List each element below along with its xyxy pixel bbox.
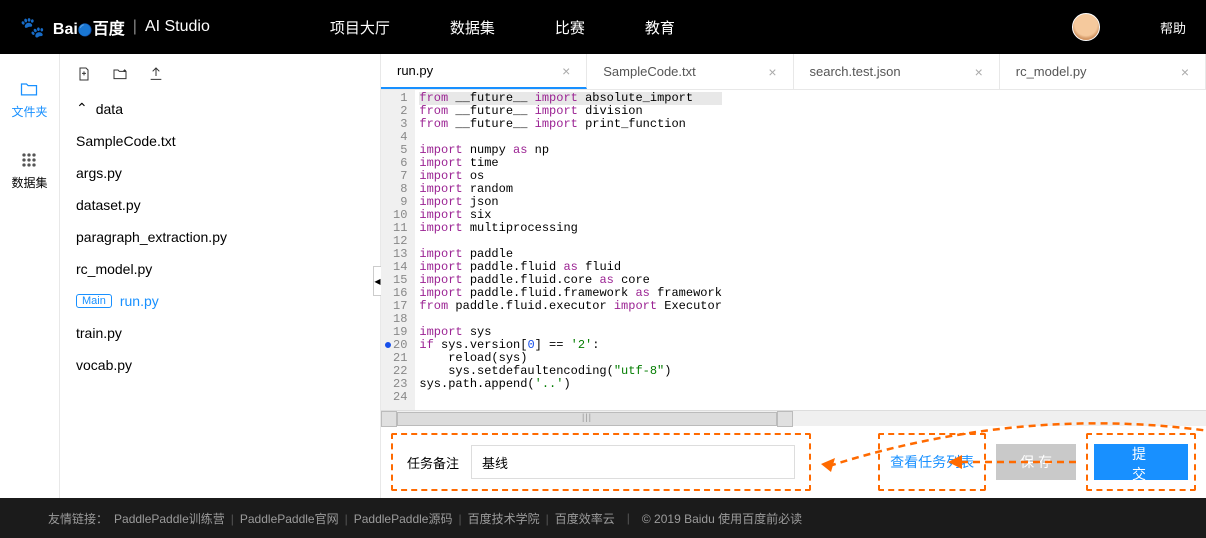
editor-panel: ◀ run.py×SampleCode.txt×search.test.json…: [380, 54, 1206, 498]
footer: 友情链接： PaddlePaddle训练营|PaddlePaddle官网|Pad…: [0, 498, 1206, 538]
help-link[interactable]: 帮助: [1160, 18, 1186, 37]
horizontal-scrollbar[interactable]: [381, 410, 1206, 426]
folder-data[interactable]: ⌃ data: [76, 92, 364, 125]
logo[interactable]: 🐾 Bai🔵百度 | AI Studio: [20, 15, 210, 40]
left-rail: 文件夹 数据集: [0, 54, 60, 498]
save-button[interactable]: 保 存: [996, 444, 1076, 480]
file-SampleCode.txt[interactable]: SampleCode.txt: [76, 125, 364, 157]
chevron-down-icon: ⌃: [76, 100, 88, 117]
file-vocab.py[interactable]: vocab.py: [76, 349, 364, 381]
main-badge: Main: [76, 294, 112, 308]
footer-link[interactable]: PaddlePaddle训练营: [114, 512, 225, 526]
close-icon[interactable]: ×: [975, 64, 983, 80]
nav-competition[interactable]: 比赛: [555, 17, 585, 38]
nav-projects[interactable]: 项目大厅: [330, 17, 390, 38]
submit-button[interactable]: 提 交: [1094, 444, 1188, 480]
baidu-paw-icon: 🐾: [20, 15, 45, 40]
file-rc_model.py[interactable]: rc_model.py: [76, 253, 364, 285]
close-icon[interactable]: ×: [562, 63, 570, 79]
task-remark-label: 任务备注: [407, 453, 459, 472]
folder-icon: [19, 79, 39, 99]
main-nav: 项目大厅 数据集 比赛 教育: [330, 17, 675, 38]
dataset-icon: [19, 150, 39, 170]
footer-link[interactable]: PaddlePaddle源码: [354, 512, 453, 526]
footer-link[interactable]: PaddlePaddle官网: [240, 512, 339, 526]
task-remark-input[interactable]: [471, 445, 795, 479]
user-avatar[interactable]: [1072, 13, 1100, 41]
file-dataset.py[interactable]: dataset.py: [76, 189, 364, 221]
close-icon[interactable]: ×: [768, 64, 776, 80]
new-file-icon[interactable]: [76, 66, 92, 82]
close-icon[interactable]: ×: [1181, 64, 1189, 80]
rail-files[interactable]: 文件夹: [11, 79, 47, 120]
tab-rc_model.py[interactable]: rc_model.py×: [1000, 54, 1206, 89]
nav-datasets[interactable]: 数据集: [450, 17, 495, 38]
footer-link[interactable]: 百度效率云: [555, 512, 615, 526]
file-args.py[interactable]: args.py: [76, 157, 364, 189]
file-train.py[interactable]: train.py: [76, 317, 364, 349]
file-run.py[interactable]: Mainrun.py: [76, 285, 364, 317]
file-explorer: ⌃ dataSampleCode.txtargs.pydataset.pypar…: [60, 54, 380, 498]
editor-tabs: run.py×SampleCode.txt×search.test.json×r…: [381, 54, 1206, 90]
footer-link[interactable]: 百度技术学院: [468, 512, 540, 526]
tab-run.py[interactable]: run.py×: [381, 54, 587, 89]
rail-dataset[interactable]: 数据集: [11, 150, 47, 191]
tab-SampleCode.txt[interactable]: SampleCode.txt×: [587, 54, 793, 89]
file-paragraph_extraction.py[interactable]: paragraph_extraction.py: [76, 221, 364, 253]
view-task-list-link[interactable]: 查看任务列表: [878, 433, 986, 491]
new-folder-icon[interactable]: [112, 66, 128, 82]
submit-bar: 任务备注 查看任务列表 保 存 提 交: [381, 426, 1206, 498]
nav-education[interactable]: 教育: [645, 17, 675, 38]
task-remark-block: 任务备注: [391, 433, 811, 491]
code-editor[interactable]: 123456789101112131415161718192021222324 …: [381, 90, 1206, 410]
top-navbar: 🐾 Bai🔵百度 | AI Studio 项目大厅 数据集 比赛 教育 帮助: [0, 0, 1206, 54]
tab-search.test.json[interactable]: search.test.json×: [794, 54, 1000, 89]
upload-icon[interactable]: [148, 66, 164, 82]
collapse-handle[interactable]: ◀: [373, 266, 381, 296]
